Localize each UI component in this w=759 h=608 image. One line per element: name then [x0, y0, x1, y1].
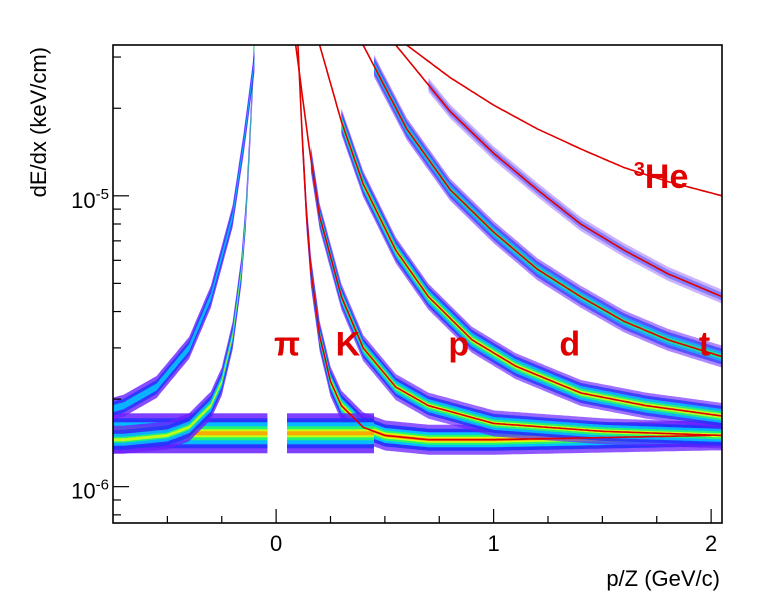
curve-t: [395, 45, 722, 298]
expected-curves: [294, 45, 722, 441]
curve-d: [362, 45, 722, 358]
species-label-π: π: [274, 326, 300, 364]
negative-band-layer-1: [113, 54, 255, 416]
x-tick-label-1: 1: [488, 531, 500, 556]
y-tick-label-1e-6: 10-6: [71, 477, 109, 504]
particle-density-bands: [113, 45, 722, 523]
y-tick-mantissa: 10: [71, 479, 95, 504]
y-axis-title: dE/dx (keV/cm): [26, 47, 51, 197]
species-label-p: p: [448, 326, 469, 364]
x-axis-title: p/Z (GeV/c): [606, 566, 720, 591]
curve-K: [294, 45, 722, 437]
y-tick-label-1e-5: 10-5: [71, 186, 109, 213]
x-tick-label-0: 0: [270, 531, 282, 556]
density-band-d: [374, 54, 722, 368]
density-layer-0: [428, 77, 722, 304]
x-tick-label-2: 2: [705, 531, 717, 556]
density-band-t: [428, 77, 722, 304]
species-label-³He: 3He: [634, 158, 689, 196]
y-tick-exponent: -5: [96, 186, 109, 203]
positive-plateau: [287, 413, 374, 454]
curve-π: [297, 45, 712, 441]
species-label-d: d: [559, 326, 580, 364]
negative-band-1: [113, 50, 255, 420]
species-label-t: t: [699, 326, 710, 364]
y-tick-exponent: -6: [96, 477, 109, 494]
species-label-prefix: 3: [634, 159, 645, 181]
density-band-p: [341, 108, 722, 429]
axis-ticks: [113, 56, 712, 523]
species-label-text: He: [645, 158, 688, 196]
plot-frame: [112, 44, 723, 524]
y-tick-mantissa: 10: [71, 188, 95, 213]
zero-momentum-gap: [269, 45, 284, 523]
density-layer-1: [341, 111, 722, 426]
density-layer-0: [374, 54, 722, 368]
plateau-layer-5: [287, 431, 374, 436]
species-label-K: K: [336, 326, 361, 364]
curve-³He: [406, 45, 722, 197]
curve-p: [318, 45, 722, 417]
